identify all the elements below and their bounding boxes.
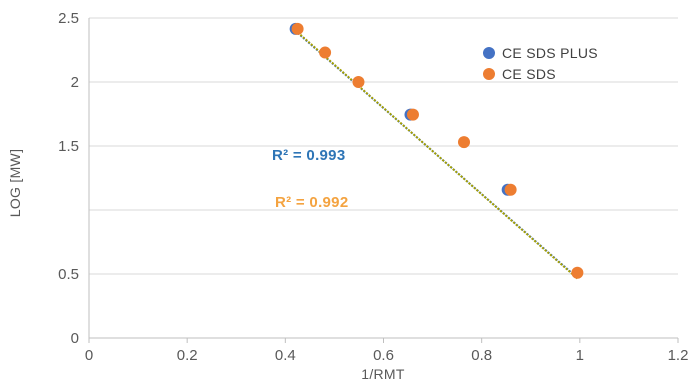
r2-label-ce-sds: R² = 0.992 bbox=[275, 194, 348, 211]
y-tick-label: 2.5 bbox=[58, 10, 79, 27]
data-point-series-1 bbox=[504, 183, 517, 196]
x-tick-label: 1.2 bbox=[668, 347, 688, 364]
trendlines bbox=[294, 29, 579, 280]
y-axis-title: LOG [MW] bbox=[7, 149, 23, 218]
x-tick-label: 0.4 bbox=[275, 347, 296, 364]
x-tick-label: 0.2 bbox=[177, 347, 198, 364]
legend-label-ce-sds: CE SDS bbox=[502, 66, 556, 82]
data-point-series-1 bbox=[406, 108, 419, 121]
x-tick-label: 0.6 bbox=[373, 347, 394, 364]
legend: CE SDS PLUS CE SDS bbox=[483, 45, 598, 82]
data-point-series-1 bbox=[319, 46, 332, 59]
y-tick-label: 0.5 bbox=[58, 266, 79, 283]
r2-label-ce-sds-plus: R² = 0.993 bbox=[272, 147, 345, 164]
legend-marker-ce-sds bbox=[483, 68, 495, 80]
y-tick-label: 2 bbox=[71, 74, 79, 91]
x-axis-title: 1/RMT bbox=[361, 366, 405, 382]
data-point-series-1 bbox=[457, 136, 470, 149]
legend-label-ce-sds-plus: CE SDS PLUS bbox=[502, 45, 598, 61]
x-tick-label: 0 bbox=[85, 347, 93, 364]
y-tick-label: 1.5 bbox=[58, 138, 79, 155]
data-point-series-1 bbox=[291, 22, 304, 35]
data-point-series-1 bbox=[352, 76, 365, 88]
axes: 0 0.5 1.5 2 2.5 0 0.2 0.4 0.6 0.8 1 1.2 bbox=[58, 10, 688, 364]
legend-marker-ce-sds-plus bbox=[483, 47, 495, 59]
x-tick-label: 1 bbox=[576, 347, 584, 364]
trendline-series-1 bbox=[294, 29, 579, 280]
data-point-series-1 bbox=[571, 266, 584, 279]
y-tick-label: 0 bbox=[71, 330, 79, 347]
data-points bbox=[289, 22, 584, 279]
x-tick-label: 0.8 bbox=[471, 347, 492, 364]
